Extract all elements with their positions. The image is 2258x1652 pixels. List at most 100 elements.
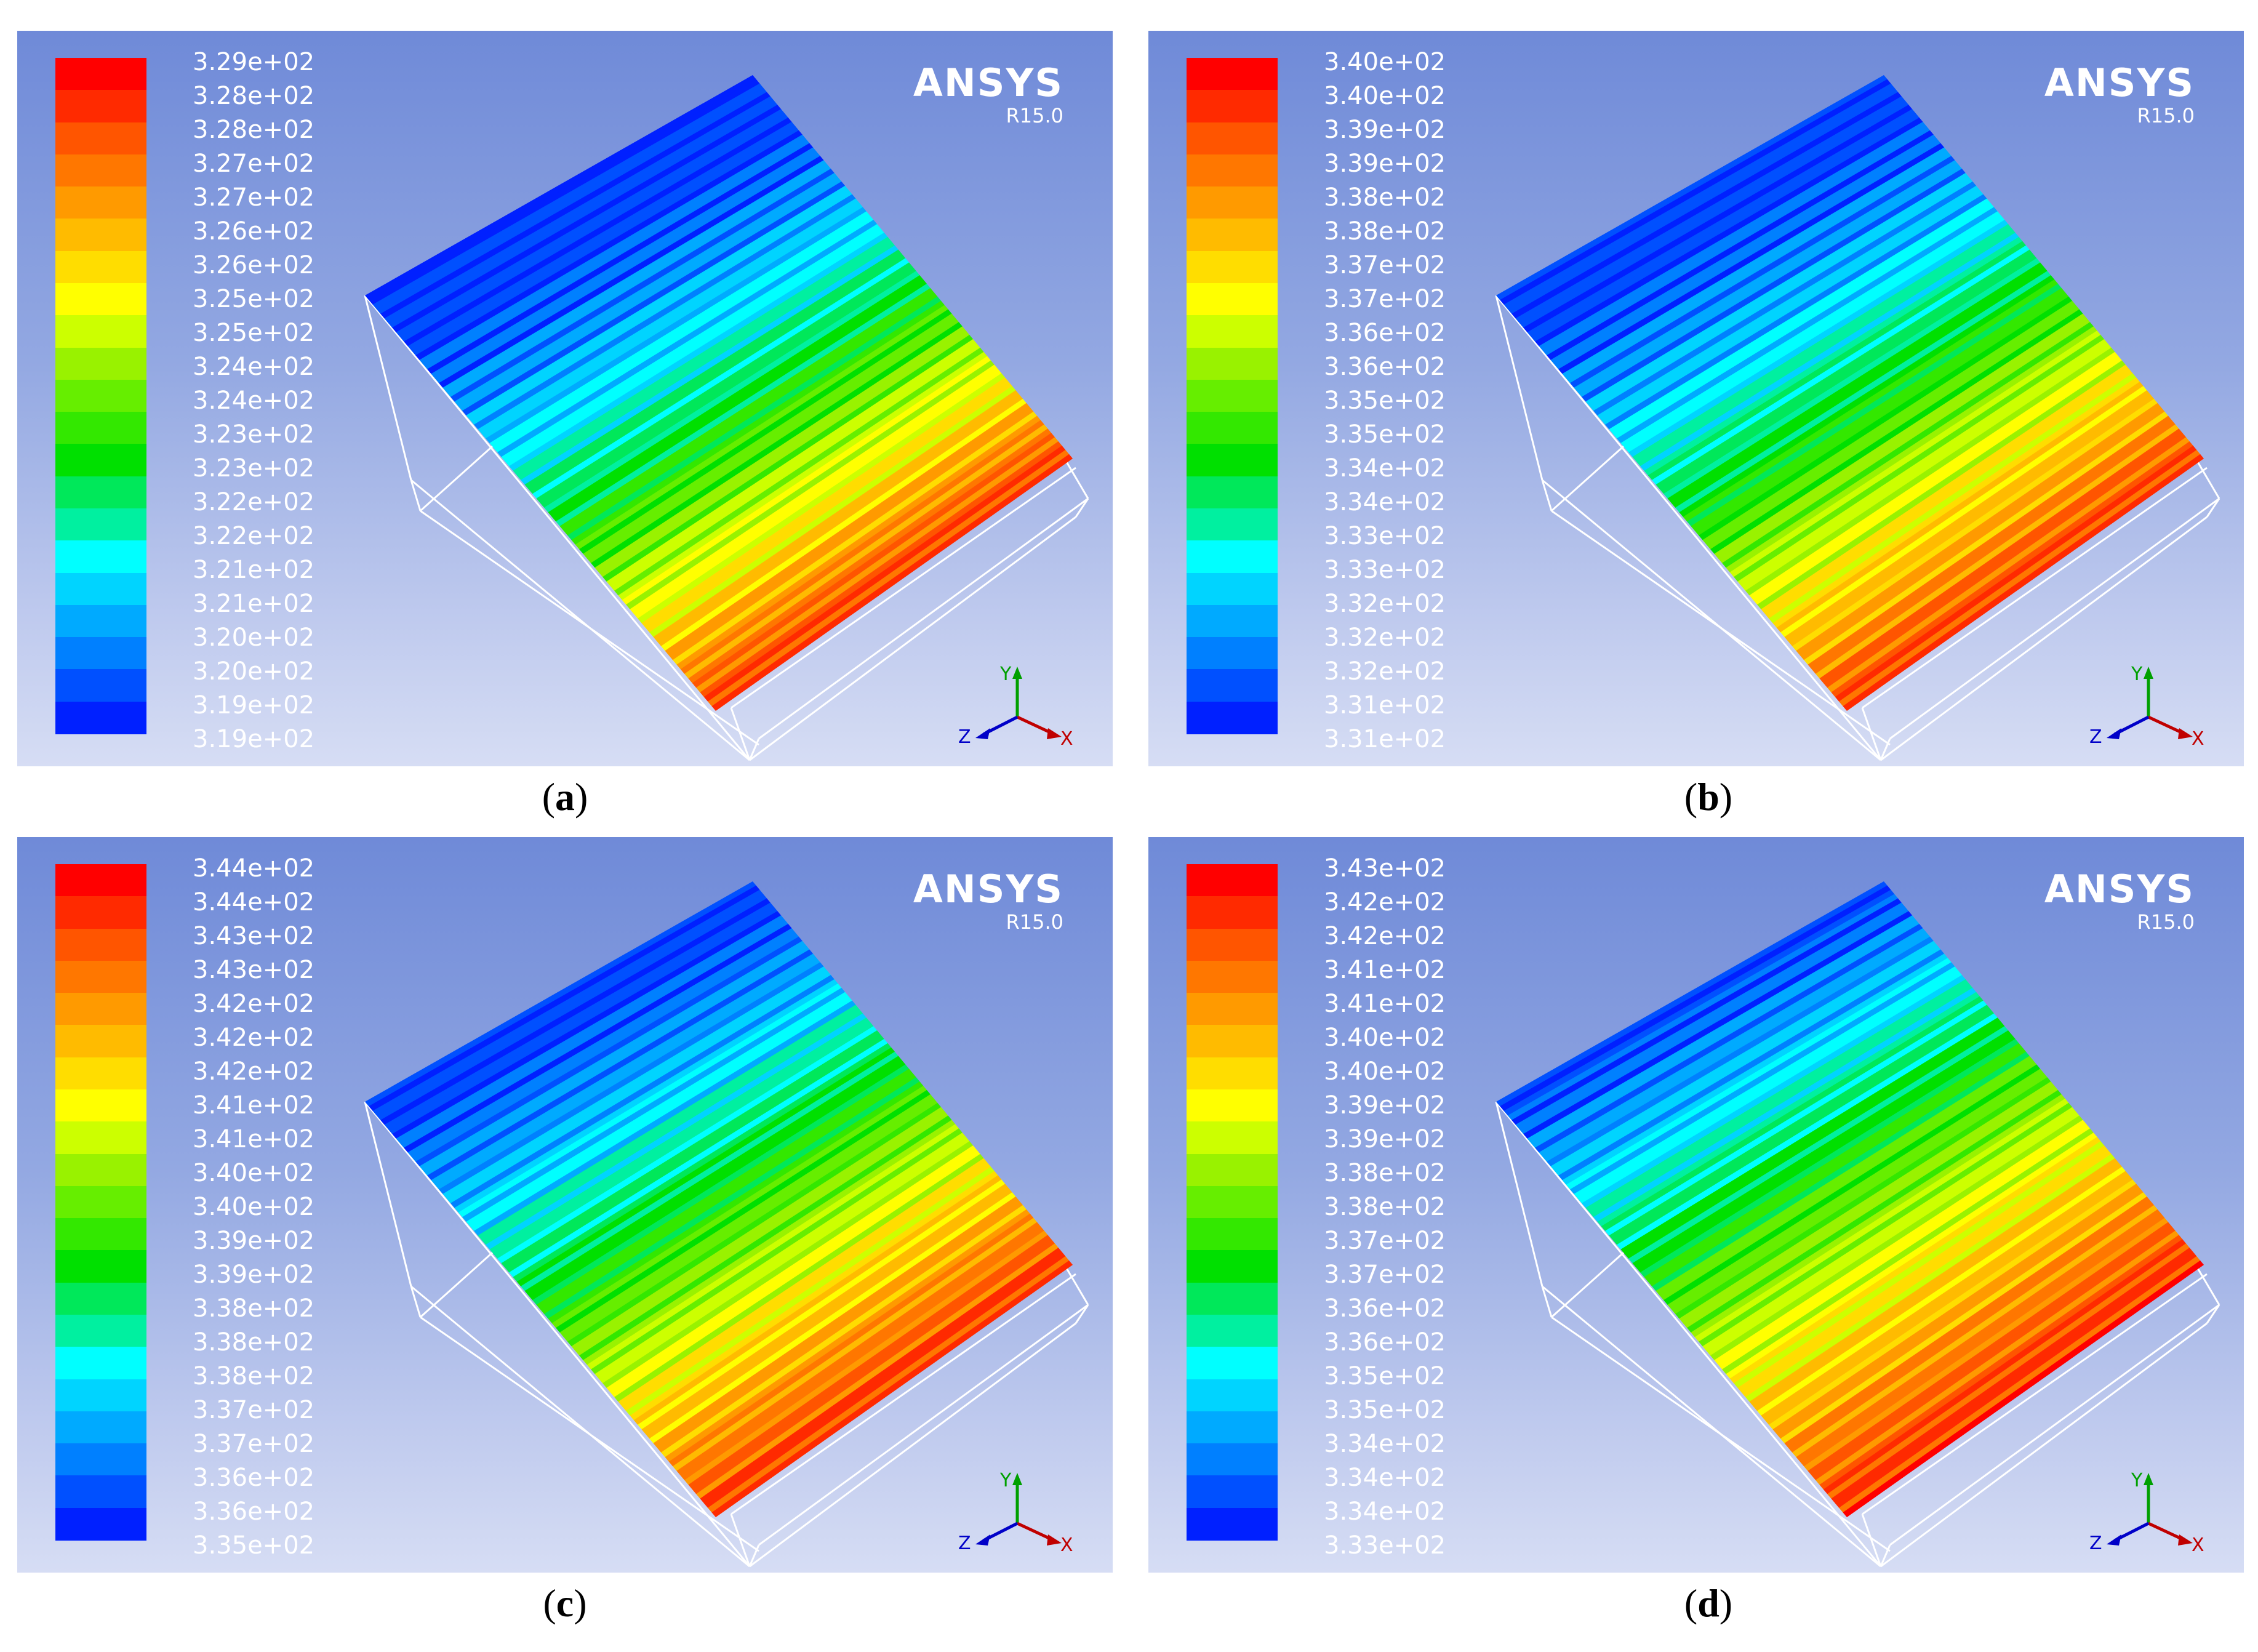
legend-tick-label: 3.44e+02 <box>193 888 315 916</box>
legend-swatch <box>1187 1121 1278 1155</box>
y-axis-label: Y <box>2131 1470 2143 1491</box>
legend-tick-label: 3.35e+02 <box>1324 387 1446 415</box>
panel-caption-a: (a) <box>542 775 588 819</box>
legend-swatch <box>1187 604 1278 638</box>
legend-swatch <box>1187 379 1278 413</box>
legend-swatch <box>55 701 146 734</box>
legend-tick-label: 3.37e+02 <box>193 1430 315 1458</box>
legend-tick-label: 3.37e+02 <box>1324 1227 1446 1255</box>
legend-tick-label: 3.42e+02 <box>193 1024 315 1052</box>
legend-tick-label: 3.28e+02 <box>193 82 315 110</box>
graphics-viewport[interactable]: 3.40e+02 3.40e+02 3.39e+02 3.39e+02 3.38e+02… <box>1148 31 2244 766</box>
legend-tick-label: 3.38e+02 <box>1324 1193 1446 1221</box>
legend-swatch <box>55 90 146 123</box>
caption-letter: c <box>556 1581 574 1625</box>
y-axis-label: Y <box>999 1470 1012 1491</box>
legend-swatch <box>1187 508 1278 542</box>
legend-swatch <box>55 1153 146 1187</box>
legend-tick-label: 3.25e+02 <box>193 285 315 313</box>
legend-swatch <box>55 219 146 252</box>
legend-tick-label: 3.26e+02 <box>193 251 315 279</box>
axis-triad-icon: Y Z X <box>958 1470 1073 1556</box>
legend-swatch <box>55 1411 146 1445</box>
legend-tick-label: 3.36e+02 <box>1324 319 1446 347</box>
legend-tick-label: 3.20e+02 <box>193 624 315 652</box>
legend-swatch <box>55 122 146 155</box>
legend-tick-label: 3.41e+02 <box>1324 990 1446 1018</box>
legend-swatch <box>55 864 146 897</box>
plate-strip <box>711 1260 1073 1517</box>
graphics-viewport[interactable]: 3.43e+02 3.42e+02 3.42e+02 3.41e+02 3.41e+02… <box>1148 837 2244 1573</box>
brand-name: ANSYS <box>913 60 1063 105</box>
legend-swatch <box>1187 154 1278 188</box>
ansys-logo: ANSYS R15.0 <box>2044 60 2195 127</box>
legend-swatch <box>1187 1153 1278 1187</box>
legend-swatch <box>55 1121 146 1155</box>
legend-tick-label: 3.23e+02 <box>193 420 315 449</box>
geometry-scene <box>1495 75 2220 761</box>
caption-letter: a <box>555 775 575 819</box>
legend-tick-label: 3.24e+02 <box>193 353 315 381</box>
axis-triad-icon: Y Z X <box>2089 664 2204 750</box>
z-axis-label: Z <box>2089 1533 2102 1554</box>
legend-tick-label: 3.32e+02 <box>1324 624 1446 652</box>
legend-swatch <box>1187 896 1278 929</box>
legend-tick-label: 3.40e+02 <box>1324 1057 1446 1086</box>
color-legend-bar <box>55 58 146 734</box>
legend-tick-label: 3.41e+02 <box>193 1091 315 1120</box>
legend-tick-label: 3.22e+02 <box>193 488 315 516</box>
legend-tick-label: 3.35e+02 <box>1324 1396 1446 1424</box>
ansys-logo: ANSYS R15.0 <box>913 60 1063 127</box>
legend-swatch <box>1187 412 1278 445</box>
version-label: R15.0 <box>1006 910 1063 934</box>
ansys-logo: ANSYS R15.0 <box>2044 867 2195 934</box>
legend-swatch <box>1187 701 1278 734</box>
legend-tick-label: 3.36e+02 <box>193 1464 315 1492</box>
legend-swatch <box>1187 1443 1278 1477</box>
geometry-scene <box>1495 881 2220 1568</box>
graphics-viewport[interactable]: 3.29e+02 3.28e+02 3.28e+02 3.27e+02 3.27e+02… <box>17 31 1113 766</box>
legend-swatch <box>55 315 146 348</box>
legend-swatch <box>1187 122 1278 155</box>
legend-swatch <box>1187 1282 1278 1315</box>
version-label: R15.0 <box>2137 104 2195 127</box>
legend-swatch <box>1187 1347 1278 1380</box>
legend-tick-label: 3.38e+02 <box>1324 183 1446 212</box>
legend-swatch <box>1187 1411 1278 1445</box>
legend-tick-label: 3.40e+02 <box>1324 82 1446 110</box>
legend-tick-label: 3.41e+02 <box>193 1125 315 1153</box>
legend-swatch <box>55 1185 146 1219</box>
legend-tick-label: 3.38e+02 <box>193 1328 315 1357</box>
legend-tick-label: 3.39e+02 <box>1324 1091 1446 1120</box>
legend-tick-label: 3.35e+02 <box>193 1531 315 1560</box>
legend-swatch <box>1187 637 1278 670</box>
axis-triad-icon: Y Z X <box>2089 1470 2204 1556</box>
legend-swatch <box>1187 1185 1278 1219</box>
legend-swatch <box>1187 476 1278 509</box>
legend-swatch <box>55 1250 146 1283</box>
legend-swatch <box>1187 572 1278 606</box>
legend-swatch <box>55 1218 146 1251</box>
legend-swatch <box>1187 444 1278 477</box>
legend-tick-label: 3.27e+02 <box>193 150 315 178</box>
legend-swatch <box>55 476 146 509</box>
color-legend-bar <box>1187 58 1278 734</box>
legend-tick-label: 3.36e+02 <box>193 1498 315 1526</box>
legend-swatch <box>1187 315 1278 348</box>
legend-swatch <box>1187 1025 1278 1058</box>
legend-swatch <box>1187 283 1278 316</box>
legend-swatch <box>1187 1507 1278 1541</box>
legend-tick-label: 3.42e+02 <box>193 990 315 1018</box>
axis-triad-icon: Y Z X <box>958 664 1073 750</box>
legend-swatch <box>55 508 146 542</box>
legend-swatch <box>55 1057 146 1090</box>
legend-swatch <box>55 928 146 961</box>
plate-strip <box>711 454 1073 711</box>
legend-tick-label: 3.36e+02 <box>1324 1328 1446 1357</box>
legend-tick-label: 3.40e+02 <box>193 1159 315 1187</box>
graphics-viewport[interactable]: 3.44e+02 3.44e+02 3.43e+02 3.43e+02 3.42e+02… <box>17 837 1113 1573</box>
legend-swatch <box>1187 186 1278 220</box>
brand-name: ANSYS <box>2044 867 2195 912</box>
legend-swatch <box>55 1025 146 1058</box>
legend-swatch <box>1187 960 1278 994</box>
